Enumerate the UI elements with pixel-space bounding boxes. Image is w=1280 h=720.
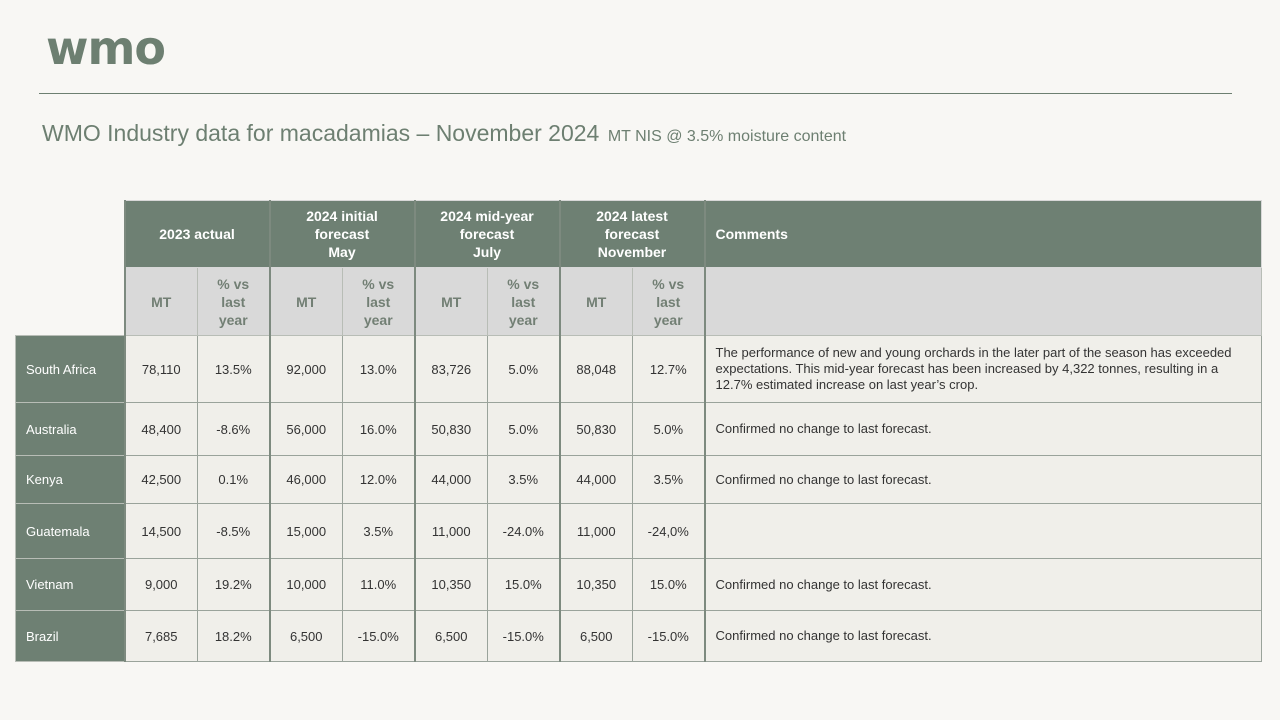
wmo-logo: wmo	[46, 21, 166, 75]
value-pct-cell: 5.0%	[487, 335, 560, 403]
value-mt-cell: 10,350	[413, 558, 488, 611]
subheader-comments-blank	[703, 267, 1263, 336]
value-mt-cell: 46,000	[268, 455, 343, 504]
value-pct-cell: 3.5%	[342, 503, 415, 559]
value-mt-cell: 6,500	[413, 610, 488, 662]
value-pct-cell: 5.0%	[487, 402, 560, 456]
value-pct-cell: 13.0%	[342, 335, 415, 403]
corner-blank-2	[16, 268, 125, 336]
value-pct-cell: 11.0%	[342, 558, 415, 611]
table-row: Australia 48,400 -8.6% 56,000 16.0% 50,830 5.0…	[15, 402, 1263, 456]
value-pct-cell: -24.0%	[487, 503, 560, 559]
value-pct-cell: 16.0%	[342, 402, 415, 456]
group-header-2024-latest: 2024 latest forecast November	[558, 200, 706, 268]
subheader-pct-vs-last-year: % vs last year	[342, 267, 415, 336]
value-pct-cell: 5.0%	[631, 402, 706, 456]
sub-header-row: MT% vs last year MT% vs last year MT% vs last ye…	[16, 267, 1263, 336]
value-mt-cell: 11,000	[413, 503, 488, 559]
table-row: South Africa 78,110 13.5% 92,000 13.0% 83,726…	[15, 335, 1263, 403]
value-mt-cell: 48,400	[123, 402, 198, 456]
subheader-pct-vs-last-year: % vs last year	[487, 267, 560, 336]
value-mt-cell: 92,000	[268, 335, 343, 403]
value-mt-cell: 15,000	[268, 503, 343, 559]
country-cell: Vietnam	[15, 558, 125, 611]
corner-blank	[16, 201, 125, 268]
table-row: Kenya 42,500 0.1% 46,000 12.0% 44,000 3.5% 44,0…	[15, 455, 1263, 504]
value-pct-cell: 3.5%	[631, 455, 706, 504]
header-divider	[39, 93, 1232, 94]
subheader-mt: MT	[558, 267, 633, 336]
value-mt-cell: 9,000	[123, 558, 198, 611]
subheader-mt: MT	[413, 267, 488, 336]
value-pct-cell: 13.5%	[197, 335, 270, 403]
table-row: Vietnam 9,000 19.2% 10,000 11.0% 10,350 15.0% 1…	[15, 558, 1263, 611]
comment-cell	[703, 503, 1263, 559]
value-pct-cell: 3.5%	[487, 455, 560, 504]
value-mt-cell: 10,000	[268, 558, 343, 611]
country-cell: Australia	[15, 402, 125, 456]
value-pct-cell: -15.0%	[342, 610, 415, 662]
group-header-row: 2023 actual 2024 initial forecast May 20…	[16, 200, 1263, 268]
value-mt-cell: 50,830	[558, 402, 633, 456]
title-subtitle: MT NIS @ 3.5% moisture content	[607, 128, 847, 145]
value-mt-cell: 6,500	[268, 610, 343, 662]
value-mt-cell: 50,830	[413, 402, 488, 456]
value-pct-cell: 12.0%	[342, 455, 415, 504]
comment-cell: The performance of new and young orchard…	[703, 335, 1263, 403]
value-mt-cell: 14,500	[123, 503, 198, 559]
comment-cell: Confirmed no change to last forecast.	[703, 455, 1263, 504]
value-pct-cell: 15.0%	[631, 558, 706, 611]
country-cell: South Africa	[15, 335, 125, 403]
value-pct-cell: 19.2%	[197, 558, 270, 611]
subheader-pct-vs-last-year: % vs last year	[631, 267, 706, 336]
value-mt-cell: 78,110	[123, 335, 198, 403]
value-mt-cell: 83,726	[413, 335, 488, 403]
value-pct-cell: 18.2%	[197, 610, 270, 662]
value-mt-cell: 44,000	[558, 455, 633, 504]
value-pct-cell: 0.1%	[197, 455, 270, 504]
value-pct-cell: 12.7%	[631, 335, 706, 403]
group-header-2023-actual: 2023 actual	[123, 200, 270, 268]
table-row: Guatemala 14,500 -8.5% 15,000 3.5% 11,000 -24.…	[15, 503, 1263, 559]
value-mt-cell: 11,000	[558, 503, 633, 559]
country-cell: Guatemala	[15, 503, 125, 559]
value-mt-cell: 44,000	[413, 455, 488, 504]
value-pct-cell: -24,0%	[631, 503, 706, 559]
macadamia-data-table: 2023 actual 2024 initial forecast May 20…	[15, 200, 1263, 662]
value-pct-cell: 15.0%	[487, 558, 560, 611]
value-pct-cell: -15.0%	[487, 610, 560, 662]
table-body: South Africa 78,110 13.5% 92,000 13.0% 83,726…	[15, 335, 1263, 662]
value-mt-cell: 56,000	[268, 402, 343, 456]
subheader-mt: MT	[123, 267, 198, 336]
value-mt-cell: 6,500	[558, 610, 633, 662]
comments-header: Comments	[703, 200, 1263, 268]
subheader-mt: MT	[268, 267, 343, 336]
value-mt-cell: 7,685	[123, 610, 198, 662]
comment-cell: Confirmed no change to last forecast.	[703, 558, 1263, 611]
value-pct-cell: -15.0%	[631, 610, 706, 662]
title-main: WMO Industry data for macadamias – Novem…	[42, 120, 600, 146]
subheader-pct-vs-last-year: % vs last year	[197, 267, 270, 336]
country-cell: Kenya	[15, 455, 125, 504]
comment-cell: Confirmed no change to last forecast.	[703, 402, 1263, 456]
page-title: WMO Industry data for macadamias – Novem…	[42, 120, 846, 147]
value-mt-cell: 42,500	[123, 455, 198, 504]
country-cell: Brazil	[15, 610, 125, 662]
table-row: Brazil 7,685 18.2% 6,500 -15.0% 6,500 -15.0% 6,…	[15, 610, 1263, 662]
value-pct-cell: -8.6%	[197, 402, 270, 456]
comment-cell: Confirmed no change to last forecast.	[703, 610, 1263, 662]
value-pct-cell: -8.5%	[197, 503, 270, 559]
group-header-2024-mid-year: 2024 mid-year forecast July	[413, 200, 560, 268]
group-header-2024-initial: 2024 initial forecast May	[268, 200, 415, 268]
value-mt-cell: 88,048	[558, 335, 633, 403]
value-mt-cell: 10,350	[558, 558, 633, 611]
